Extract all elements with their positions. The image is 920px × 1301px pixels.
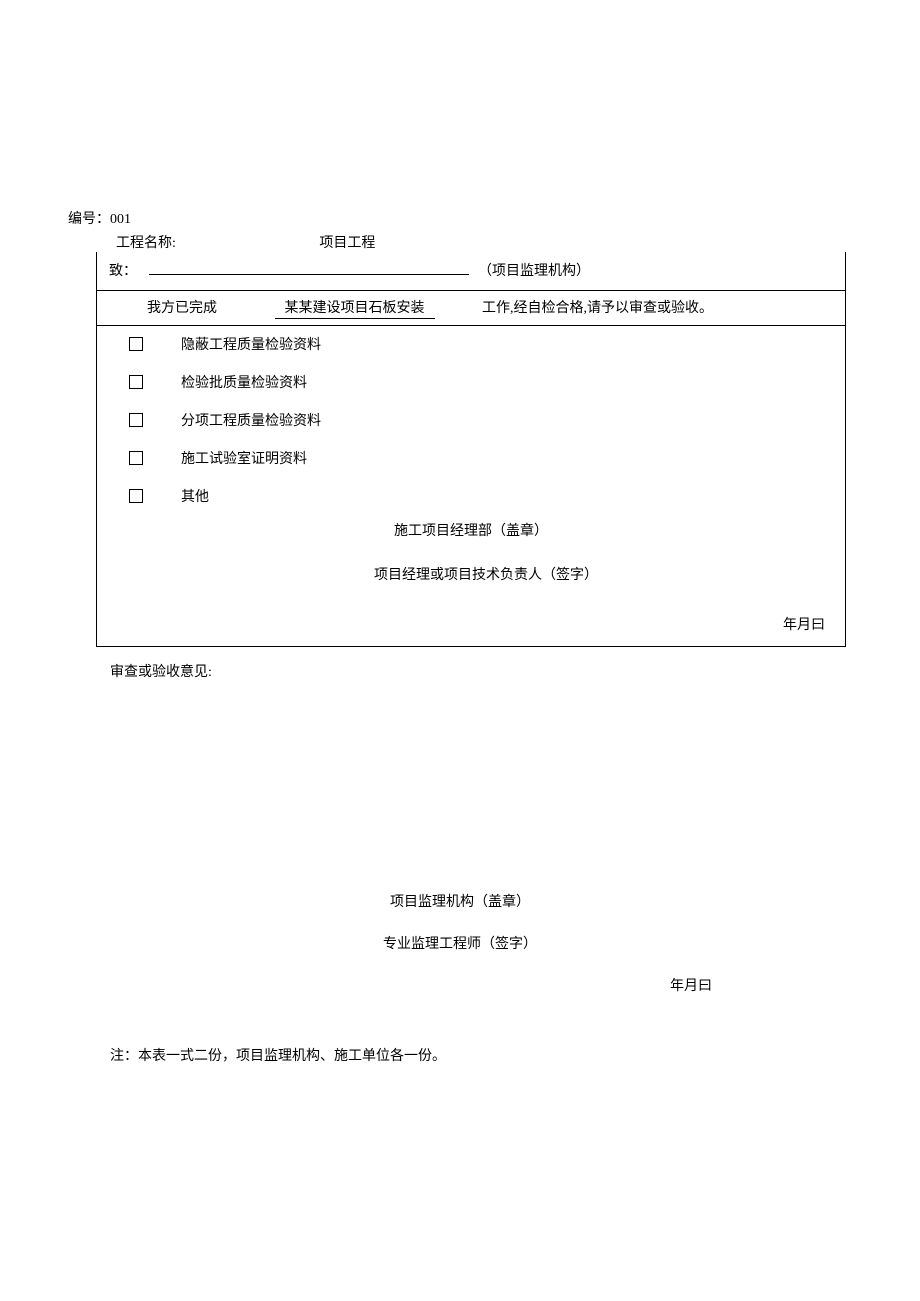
construction-seal-line: 施工项目经理部（盖章）	[97, 516, 845, 564]
date-line-1: 年月曰	[97, 614, 845, 646]
project-value: 项目工程	[319, 232, 375, 252]
checkbox-icon[interactable]	[129, 489, 143, 503]
completion-item: 某某建设项目石板安装	[275, 297, 435, 319]
checkbox-icon[interactable]	[129, 337, 143, 351]
review-opinion-label: 审查或验收意见:	[110, 661, 852, 681]
addressee-row: 致： （项目监理机构）	[97, 252, 845, 290]
serial-number: 编号：001	[68, 208, 852, 228]
checkbox-icon[interactable]	[129, 451, 143, 465]
supervision-seal-line: 项目监理机构（盖章）	[68, 891, 852, 911]
supervision-sign-line: 专业监理工程师（签字）	[68, 933, 852, 953]
footnote: 注：本表一式二份，项目监理机构、施工单位各一份。	[110, 1045, 852, 1065]
checkbox-icon[interactable]	[129, 375, 143, 389]
completion-suffix: 工作,经自检合格,请予以审查或验收。	[482, 297, 713, 317]
supervision-block: 项目监理机构（盖章） 专业监理工程师（签字） 年月曰	[68, 891, 852, 995]
checklist: 隐蔽工程质量检验资料 检验批质量检验资料 分项工程质量检验资料 施工试验室证明资…	[97, 326, 845, 516]
to-label: 致：	[109, 260, 137, 280]
addressee-field[interactable]	[149, 258, 469, 275]
check-label-3: 分项工程质量检验资料	[181, 410, 321, 430]
serial-value: 001	[110, 212, 131, 227]
checkbox-icon[interactable]	[129, 413, 143, 427]
form-box: 致： （项目监理机构） 我方已完成 某某建设项目石板安装 工作,经自检合格,请予…	[96, 252, 846, 647]
addressee-suffix: （项目监理机构）	[478, 260, 590, 280]
pm-sign-line: 项目经理或项目技术负责人（签字）	[97, 564, 845, 614]
check-item-5: 其他	[129, 486, 835, 506]
completion-row: 我方已完成 某某建设项目石板安装 工作,经自检合格,请予以审查或验收。	[97, 290, 845, 326]
project-label: 工程名称:	[116, 232, 176, 252]
check-item-4: 施工试验室证明资料	[129, 448, 835, 468]
check-label-5: 其他	[181, 486, 209, 506]
completion-prefix: 我方已完成	[147, 297, 217, 317]
date-line-2: 年月曰	[68, 975, 852, 995]
check-label-1: 隐蔽工程质量检验资料	[181, 334, 321, 354]
page: 编号：001 工程名称: 项目工程 致： （项目监理机构） 我方已完成 某某建设…	[0, 0, 920, 1125]
check-item-3: 分项工程质量检验资料	[129, 410, 835, 430]
project-name-row: 工程名称: 项目工程	[116, 232, 852, 252]
check-label-4: 施工试验室证明资料	[181, 448, 307, 468]
check-item-2: 检验批质量检验资料	[129, 372, 835, 392]
check-item-1: 隐蔽工程质量检验资料	[129, 334, 835, 354]
check-label-2: 检验批质量检验资料	[181, 372, 307, 392]
serial-label: 编号：	[68, 212, 110, 227]
